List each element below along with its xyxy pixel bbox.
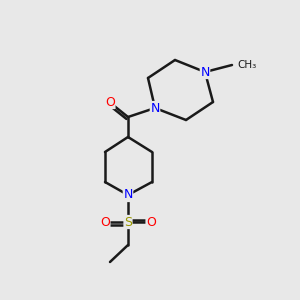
- Text: O: O: [100, 215, 110, 229]
- Text: N: N: [150, 101, 160, 115]
- Text: N: N: [200, 65, 210, 79]
- Text: CH₃: CH₃: [237, 60, 256, 70]
- Text: S: S: [124, 215, 132, 229]
- Text: N: N: [123, 188, 133, 202]
- Text: O: O: [105, 95, 115, 109]
- Text: O: O: [146, 215, 156, 229]
